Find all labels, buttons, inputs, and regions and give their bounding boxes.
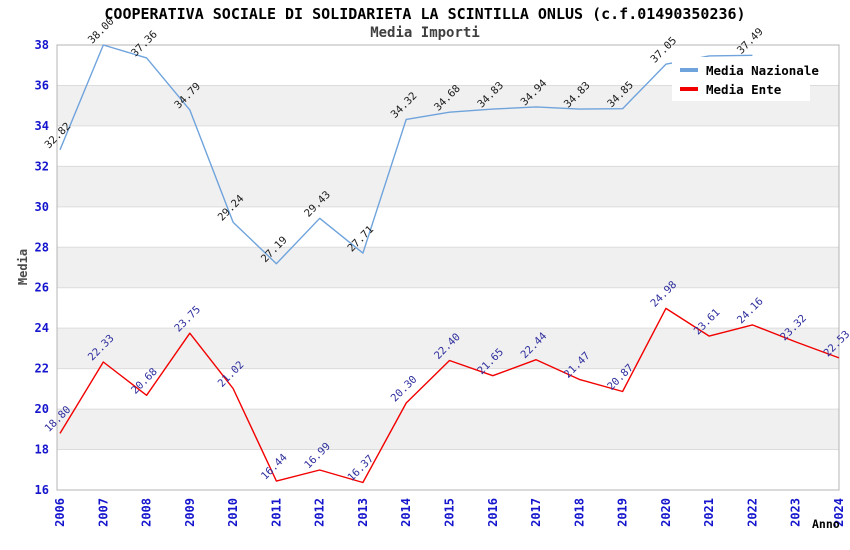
x-tick-label: 2022 [745,498,759,527]
x-tick-label: 2023 [789,498,803,527]
x-tick-label: 2021 [702,498,716,527]
x-tick-label: 2012 [313,498,327,527]
y-tick-label: 20 [35,402,49,416]
chart-title: COOPERATIVA SOCIALE DI SOLIDARIETA LA SC… [104,5,746,23]
x-tick-label: 2015 [443,498,457,527]
x-tick-label: 2009 [183,498,197,527]
point-label: 16.37 [345,453,376,484]
point-label: 38.00 [86,15,117,46]
plot-band [57,409,839,450]
point-label: 24.16 [735,295,766,326]
x-tick-label: 2020 [659,498,673,527]
point-label: 20.30 [389,373,420,404]
x-axis-title: Anno [812,517,840,531]
legend-label-nazionale: Media Nazionale [706,63,819,78]
x-tick-label: 2007 [96,498,110,527]
plot-border [56,44,840,491]
y-tick-label: 38 [35,38,49,52]
x-tick-label: 2014 [399,498,413,527]
point-label: 20.68 [129,366,160,397]
y-tick-label: 30 [35,200,49,214]
y-tick-label: 26 [35,281,49,295]
point-label: 37.36 [129,28,160,59]
plot-band [57,247,839,288]
y-tick-label: 34 [35,119,49,133]
x-tick-label: 2006 [53,498,67,527]
legend-label-ente: Media Ente [706,82,782,97]
y-tick-label: 24 [35,321,49,335]
series-line-ente [59,307,840,484]
x-tick-label: 2008 [140,498,154,527]
x-tick-label: 2018 [572,498,586,527]
x-tick-label: 2010 [226,498,240,527]
x-tick-label: 2016 [486,498,500,527]
y-tick-label: 36 [35,78,49,92]
legend-box [672,57,810,101]
x-tick-label: 2011 [269,498,283,527]
x-tick-label: 2013 [356,498,370,527]
y-axis-title: Media [16,249,30,285]
x-tick-label: 2019 [616,498,630,527]
y-tick-label: 28 [35,240,49,254]
y-tick-label: 32 [35,159,49,173]
chart-subtitle: Media Importi [370,25,480,41]
series-line-nazionale [59,44,753,265]
point-label: 37.49 [735,26,766,57]
y-tick-label: 16 [35,483,49,497]
plot-band [57,166,839,207]
x-tick-label: 2024 [832,498,846,527]
y-tick-label: 18 [35,443,49,457]
x-tick-label: 2017 [529,498,543,527]
y-tick-label: 22 [35,362,49,376]
